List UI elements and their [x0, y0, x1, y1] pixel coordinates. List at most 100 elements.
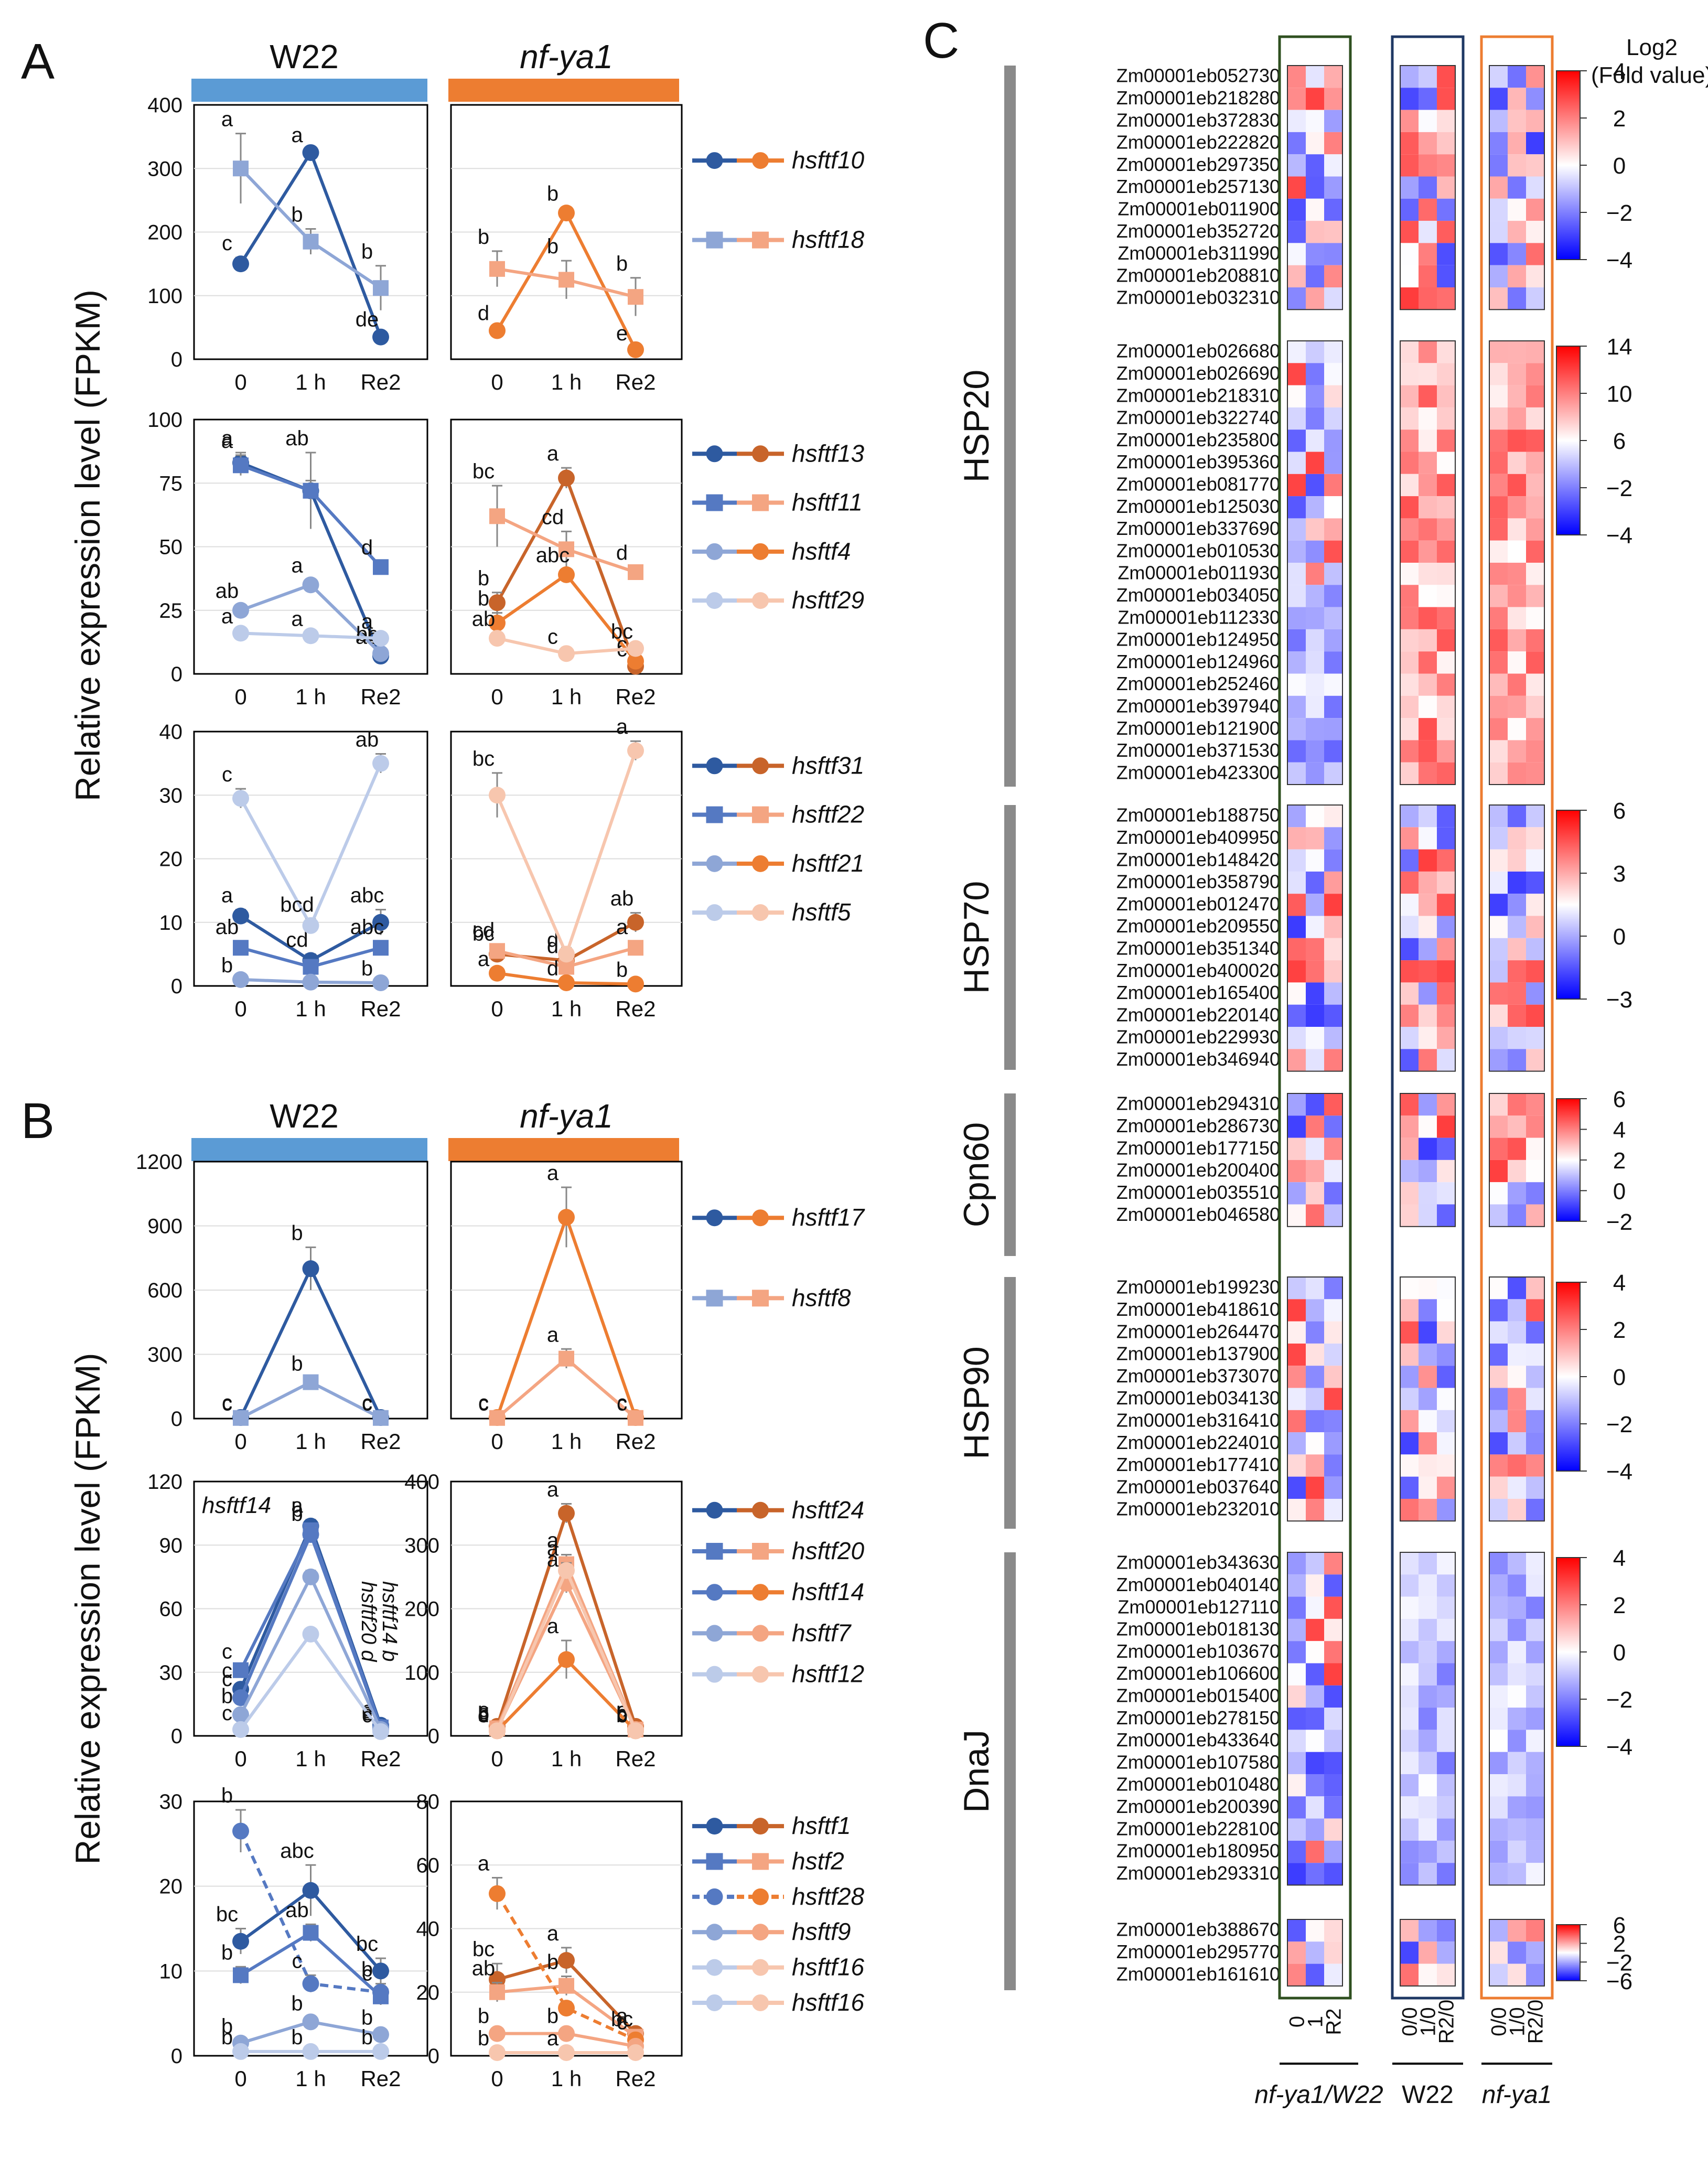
heatmap-cell	[1437, 198, 1455, 221]
heatmap-cell	[1526, 66, 1544, 88]
heatmap-frame	[1400, 1919, 1456, 1987]
heatmap-cell	[1526, 1137, 1544, 1160]
scale-tick-label: 4	[1613, 1545, 1626, 1571]
heatmap-cell	[1419, 718, 1437, 740]
heatmap-cell	[1287, 1752, 1306, 1774]
heatmap-frame	[1287, 1919, 1343, 1987]
heatmap-cell	[1508, 1618, 1526, 1641]
x-tick-label: 0	[234, 1746, 246, 1771]
heatmap-cell	[1437, 1410, 1455, 1433]
heatmap-cell	[1324, 563, 1342, 585]
legend-swatch	[692, 1584, 737, 1601]
heatmap-cell	[1437, 540, 1455, 563]
heatmap-cell	[1306, 1454, 1324, 1477]
heatmap-cell	[1306, 1663, 1324, 1686]
heatmap-cell	[1306, 563, 1324, 585]
heatmap-cell	[1526, 1919, 1544, 1942]
scale-tick-label: −4	[1606, 1734, 1632, 1760]
heatmap-cell	[1324, 385, 1342, 407]
data-point-circle	[706, 1625, 723, 1642]
heatmap-cell	[1489, 695, 1508, 718]
legend-swatch	[737, 1542, 784, 1560]
x-tick-label: Re2	[615, 2066, 656, 2091]
heatmap-cell	[1324, 540, 1342, 563]
heatmap-cell	[1306, 827, 1324, 850]
data-point-circle	[302, 1526, 319, 1543]
heatmap-cell	[1489, 849, 1508, 872]
scale-tick-label: 0	[1613, 153, 1626, 179]
data-point-circle	[752, 1584, 769, 1601]
heatmap-cell	[1526, 385, 1544, 407]
y-tick-label: 30	[159, 784, 183, 807]
data-point-circle	[232, 971, 249, 988]
heatmap-cell	[1437, 1840, 1455, 1863]
heatmap-cell	[1437, 629, 1455, 652]
heatmap-cell	[1400, 1574, 1419, 1597]
y-tick-label: 30	[159, 1661, 183, 1684]
heatmap-cell	[1324, 1663, 1342, 1686]
significance-letter: b	[291, 1992, 303, 2015]
gene-label: Zm00001eb180950	[1116, 1840, 1280, 1862]
heatmap-cell	[1508, 1027, 1526, 1049]
heatmap-cell	[1287, 1685, 1306, 1708]
data-point-square	[706, 231, 723, 249]
legend-swatch	[692, 1290, 737, 1307]
data-point-circle	[372, 2026, 389, 2043]
data-point-square	[752, 1853, 769, 1870]
heatmap-cell	[1306, 1115, 1324, 1138]
significance-letter: c	[292, 1949, 303, 1972]
heatmap-cell	[1508, 540, 1526, 563]
heatmap-cell	[1508, 1596, 1526, 1619]
heatmap-cell	[1419, 1840, 1437, 1863]
heatmap-cell	[1306, 1596, 1324, 1619]
heatmap-cell	[1287, 1663, 1306, 1686]
heatmap-cell	[1508, 805, 1526, 828]
heatmap-cell	[1400, 1027, 1419, 1049]
heatmap-frame	[1287, 65, 1343, 310]
scale-tick-label: 10	[1607, 381, 1632, 407]
significance-letter: c	[222, 1668, 232, 1691]
scale-tick-label: −2	[1606, 1209, 1632, 1235]
x-tick-label: Re2	[615, 684, 656, 709]
data-point-circle	[302, 576, 319, 594]
heatmap-cell	[1526, 1027, 1544, 1049]
gene-label: Zm00001eb297350	[1116, 154, 1280, 175]
heatmap-cell	[1324, 1774, 1342, 1797]
heatmap-cell	[1437, 1663, 1455, 1686]
significance-letter: b	[221, 1784, 233, 1807]
data-point-square	[706, 494, 723, 511]
heatmap-cell	[1419, 1137, 1437, 1160]
heatmap-cell	[1437, 718, 1455, 740]
heatmap-cell	[1287, 982, 1306, 1005]
heatmap-cell	[1400, 695, 1419, 718]
heatmap-cell	[1489, 452, 1508, 474]
heatmap-cell	[1419, 1574, 1437, 1597]
heatmap-cell	[1306, 452, 1324, 474]
heatmap-cell	[1306, 88, 1324, 110]
heatmap-cell	[1419, 1160, 1437, 1183]
heatmap-cell	[1287, 221, 1306, 243]
heatmap-cell	[1437, 363, 1455, 385]
heatmap-cell	[1437, 407, 1455, 430]
heatmap-cell	[1400, 1752, 1419, 1774]
data-point-square	[706, 806, 723, 823]
heatmap-cell	[1306, 540, 1324, 563]
legend-label-hsftf9: hsftf9	[792, 1918, 851, 1945]
heatmap-cell	[1324, 1796, 1342, 1819]
column-label: 1	[1304, 2016, 1327, 2027]
heatmap-cell	[1508, 1204, 1526, 1227]
heatmap-cell	[1437, 1160, 1455, 1183]
x-tick-label: 1 h	[551, 1746, 582, 1771]
data-point-circle	[752, 1666, 769, 1683]
column-label: R2/0	[1524, 2000, 1548, 2044]
legend-swatch	[737, 1501, 784, 1519]
significance-letter: d	[547, 957, 558, 980]
heatmap-cell	[1526, 827, 1544, 850]
heatmap-cell	[1324, 1454, 1342, 1477]
heatmap-cell	[1508, 1093, 1526, 1116]
heatmap-cell	[1287, 1366, 1306, 1388]
y-tick-label: 0	[171, 2045, 182, 2068]
heatmap-cell	[1526, 916, 1544, 938]
heatmap-cell	[1324, 198, 1342, 221]
heatmap-cell	[1400, 66, 1419, 88]
